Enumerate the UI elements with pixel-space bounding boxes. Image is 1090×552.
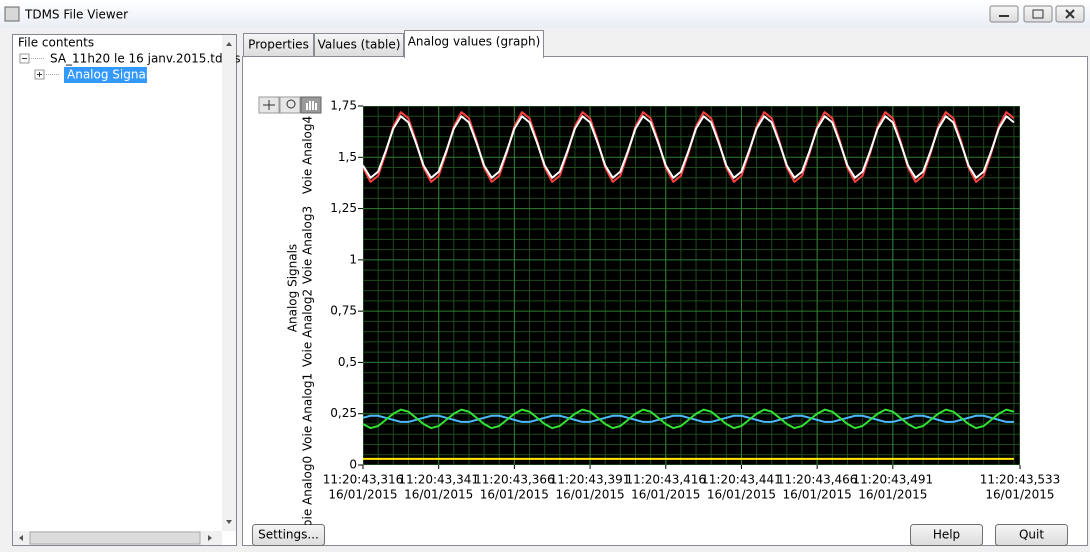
axis-label: Voie Analog2 <box>301 289 315 367</box>
x-tick-label: 16/01/2015 <box>328 488 397 502</box>
button-label[interactable]: Help <box>933 528 960 542</box>
icon <box>286 99 296 109</box>
tree-item[interactable]: Analog Signals <box>67 68 155 82</box>
title-bar <box>0 0 1090 28</box>
x-tick-label: 16/01/2015 <box>985 488 1054 502</box>
axis-label: Voie Analog1 <box>301 373 315 451</box>
vertical-scrollbar[interactable] <box>222 35 236 531</box>
tree-header: File contents <box>18 36 94 50</box>
settings-button[interactable] <box>252 524 325 546</box>
series-line <box>363 414 1014 423</box>
graph: 00,250,50,7511,251,51,7511:20:43,31616/0… <box>286 99 1061 534</box>
x-tick-label: 11:20:43,441 <box>701 473 782 487</box>
minimize-button[interactable] <box>989 5 1019 23</box>
x-tick-label: 11:20:43,391 <box>550 473 631 487</box>
icon <box>1065 9 1075 19</box>
icon <box>226 42 232 46</box>
axis-title: Analog Signals <box>286 244 300 332</box>
icon <box>208 535 212 541</box>
y-tick-label: 1,25 <box>330 201 357 215</box>
y-tick-label: 1,5 <box>338 150 357 164</box>
tree-view <box>12 34 237 546</box>
quit-button[interactable] <box>995 524 1068 546</box>
icon <box>37 72 42 77</box>
tab[interactable] <box>314 33 404 57</box>
window-title: TDMS File Viewer <box>24 8 128 22</box>
active-tab[interactable] <box>404 30 544 58</box>
tab-label[interactable]: Values (table) <box>318 38 401 52</box>
x-tick-label: 11:20:43,366 <box>474 473 555 487</box>
plot <box>363 106 1020 465</box>
x-tick-label: 11:20:43,416 <box>625 473 706 487</box>
axis-label: Voie Analog0 <box>301 456 315 534</box>
x-tick-label: 11:20:43,533 <box>980 473 1061 487</box>
plot-area <box>363 106 1020 465</box>
y-tick-label: 1 <box>349 252 357 266</box>
series-line <box>363 115 1015 179</box>
axis-label: Voie Analog3 <box>301 206 315 284</box>
series-line <box>363 408 1015 430</box>
y-tick-label: 0,25 <box>330 406 357 420</box>
icon <box>226 520 232 524</box>
x-tick-label: 16/01/2015 <box>631 488 700 502</box>
axis-label: Voie Analog4 <box>301 116 315 194</box>
button-label[interactable]: Quit <box>1019 528 1044 542</box>
x-tick-label: 16/01/2015 <box>858 488 927 502</box>
tab-join <box>405 55 543 58</box>
y-tick-label: 1,75 <box>330 99 357 113</box>
icon <box>1032 9 1044 19</box>
y-tick-label: 0,75 <box>330 304 357 318</box>
x-tick-label: 11:20:43,341 <box>398 473 479 487</box>
help-button[interactable] <box>910 524 983 546</box>
maximize-button[interactable] <box>1023 5 1053 23</box>
tab[interactable] <box>243 33 314 57</box>
tree-item[interactable]: SA_11h20 le 16 janv.2015.tdms <box>50 52 241 66</box>
x-tick-label: 16/01/2015 <box>404 488 473 502</box>
x-tick-label: 16/01/2015 <box>707 488 776 502</box>
x-tick-label: 11:20:43,316 <box>323 473 404 487</box>
y-tick-label: 0,5 <box>338 355 357 369</box>
scroll-thumb[interactable] <box>29 531 201 545</box>
x-tick-label: 11:20:43,466 <box>777 473 858 487</box>
selection <box>64 67 147 83</box>
x-tick-label: 11:20:43,491 <box>853 473 934 487</box>
y-tick-label: 0 <box>349 458 357 472</box>
icon <box>999 15 1009 17</box>
x-tick-label: 16/01/2015 <box>783 488 852 502</box>
zoom-tool[interactable] <box>279 96 301 114</box>
x-tick-label: 16/01/2015 <box>555 488 624 502</box>
x-tick-label: 16/01/2015 <box>480 488 549 502</box>
icon <box>19 535 23 541</box>
tab-label[interactable]: Properties <box>248 38 309 52</box>
icon <box>306 101 317 110</box>
tab-label[interactable]: Analog values (graph) <box>408 35 541 49</box>
button-label[interactable]: Settings... <box>258 528 319 542</box>
icon <box>263 100 275 110</box>
app-icon <box>4 6 20 22</box>
